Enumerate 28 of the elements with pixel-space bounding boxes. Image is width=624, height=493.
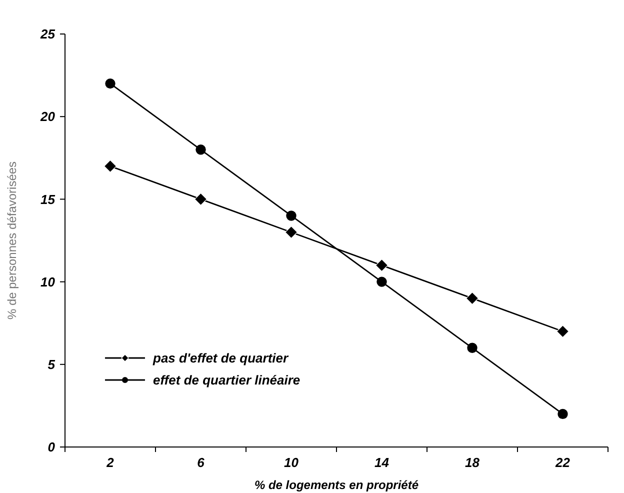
point (375, 258, 388, 272)
x-tick-label: 10 (284, 455, 300, 470)
x-axis-title: % de logements en propriété (254, 478, 419, 492)
point (104, 160, 117, 172)
point (196, 144, 206, 155)
point (194, 192, 208, 206)
y-tick-label: 0 (48, 440, 56, 455)
y-tick-label: 5 (48, 356, 56, 372)
legend-label: effet de quartier linéaire (153, 372, 300, 388)
legend-label: pas d'effet de quartier (152, 350, 289, 366)
x-tick-label: 18 (465, 455, 480, 470)
x-tick-label: 2 (106, 455, 115, 470)
point (558, 408, 568, 420)
y-tick-label: 10 (40, 274, 56, 290)
point (467, 342, 478, 353)
point (556, 325, 570, 338)
x-tick-label: 22 (554, 455, 571, 470)
point (284, 226, 298, 239)
y-tick-label: 15 (40, 192, 56, 207)
x-tick-label: 6 (197, 455, 206, 470)
y-tick-label: 25 (40, 26, 56, 42)
point (376, 276, 387, 287)
y-tick-label: 20 (40, 109, 56, 124)
point (286, 210, 296, 221)
point (466, 292, 479, 305)
y-axis-title: % de personnes défavorisées (5, 161, 19, 320)
x-tick-label: 14 (374, 455, 390, 470)
point (105, 78, 116, 89)
